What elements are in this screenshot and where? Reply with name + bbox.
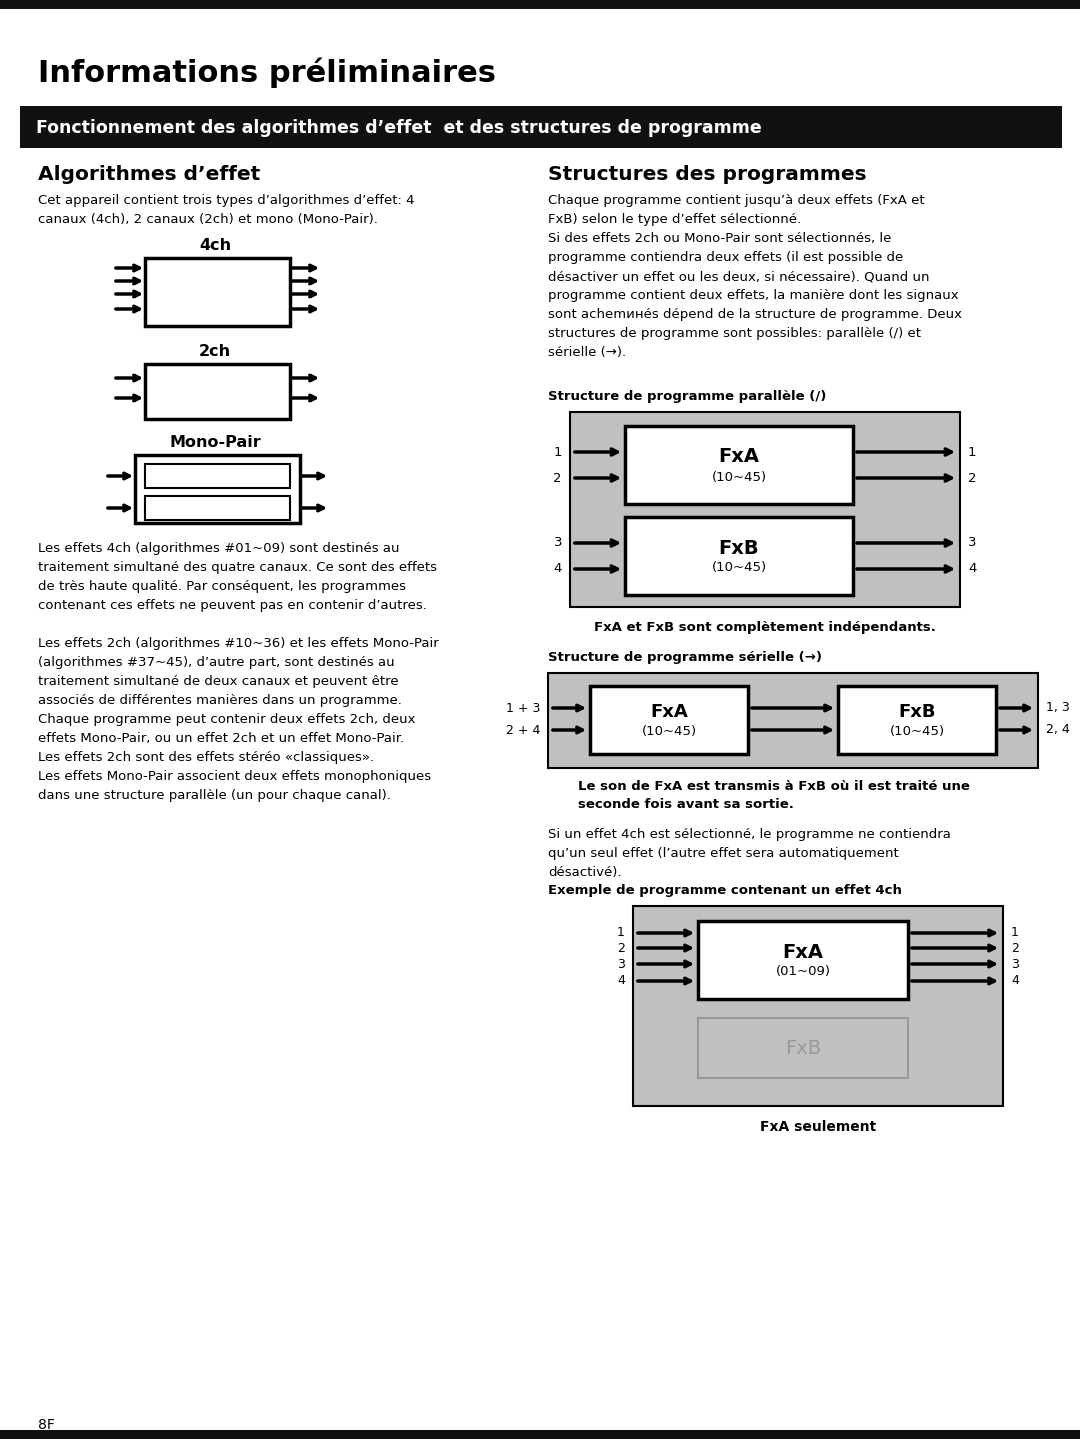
- Text: Les effets 4ch (algorithmes #01~09) sont destinés au
traitement simultané des qu: Les effets 4ch (algorithmes #01~09) sont…: [38, 543, 438, 802]
- Text: Informations préliminaires: Informations préliminaires: [38, 58, 496, 89]
- Bar: [0, 1430, 1080, 1439]
- Bar: [145, 364, 291, 419]
- Text: Structures des programmes: Structures des programmes: [548, 165, 866, 184]
- Text: 1, 3: 1, 3: [1047, 701, 1070, 715]
- Text: 4: 4: [968, 563, 976, 576]
- Text: Cet appareil contient trois types d’algorithmes d’effet: 4
canaux (4ch), 2 canau: Cet appareil contient trois types d’algo…: [38, 194, 415, 226]
- Text: 1: 1: [554, 446, 562, 459]
- Bar: [625, 517, 853, 594]
- Text: (10~45): (10~45): [712, 471, 767, 484]
- Bar: [570, 412, 960, 607]
- Text: (10~45): (10~45): [712, 561, 767, 574]
- Bar: [838, 686, 996, 754]
- Text: 2 + 4: 2 + 4: [505, 724, 540, 737]
- Bar: [633, 907, 1003, 1107]
- Text: 2, 4: 2, 4: [1047, 724, 1070, 737]
- Text: 1: 1: [1011, 927, 1018, 940]
- Bar: [625, 426, 853, 504]
- Text: 3: 3: [968, 537, 976, 550]
- Text: Structure de programme sérielle (→): Structure de programme sérielle (→): [548, 650, 822, 663]
- Bar: [21, 106, 1062, 148]
- Text: FxA et FxB sont complètement indépendants.: FxA et FxB sont complètement indépendant…: [594, 622, 936, 635]
- Bar: [548, 673, 1038, 768]
- Text: 4: 4: [617, 974, 625, 987]
- Text: (01~09): (01~09): [775, 966, 831, 979]
- Text: (10~45): (10~45): [642, 724, 697, 738]
- Text: 4: 4: [554, 563, 562, 576]
- Text: 2: 2: [554, 472, 562, 485]
- Bar: [590, 686, 748, 754]
- Text: Structure de programme parallèle (/): Structure de programme parallèle (/): [548, 390, 826, 403]
- Text: FxA seulement: FxA seulement: [760, 1120, 876, 1134]
- Text: (10~45): (10~45): [890, 724, 945, 738]
- Text: 3: 3: [617, 957, 625, 970]
- Text: Fonctionnement des algorithmes d’effet  et des structures de programme: Fonctionnement des algorithmes d’effet e…: [36, 119, 761, 137]
- Text: 1 + 3: 1 + 3: [505, 701, 540, 715]
- Text: Mono-Pair: Mono-Pair: [170, 435, 261, 450]
- Text: FxB: FxB: [718, 538, 759, 557]
- Text: 3: 3: [1011, 957, 1018, 970]
- Text: Algorithmes d’effet: Algorithmes d’effet: [38, 165, 260, 184]
- Text: Le son de FxA est transmis à FxB où il est traité une
seconde fois avant sa sort: Le son de FxA est transmis à FxB où il e…: [578, 780, 970, 812]
- Bar: [698, 921, 908, 999]
- Text: 4ch: 4ch: [199, 237, 231, 253]
- Text: 4: 4: [1011, 974, 1018, 987]
- Text: FxB: FxB: [899, 704, 935, 721]
- Bar: [145, 496, 291, 519]
- Text: 2: 2: [1011, 941, 1018, 954]
- Bar: [0, 0, 1080, 9]
- Text: FxA: FxA: [783, 943, 824, 961]
- Text: 1: 1: [968, 446, 976, 459]
- Bar: [145, 463, 291, 488]
- Text: 2: 2: [968, 472, 976, 485]
- Text: 2: 2: [617, 941, 625, 954]
- Text: FxA: FxA: [718, 448, 759, 466]
- Text: 2ch: 2ch: [199, 344, 231, 358]
- Text: FxA: FxA: [650, 704, 688, 721]
- Text: Si un effet 4ch est sélectionné, le programme ne contiendra
qu’un seul effet (l’: Si un effet 4ch est sélectionné, le prog…: [548, 827, 950, 879]
- Bar: [145, 258, 291, 327]
- Text: 3: 3: [554, 537, 562, 550]
- Text: 1: 1: [617, 927, 625, 940]
- Text: Chaque programme contient jusqu’à deux effets (FxA et
FxB) selon le type d’effet: Chaque programme contient jusqu’à deux e…: [548, 194, 962, 358]
- Text: FxB: FxB: [785, 1039, 821, 1058]
- Text: Exemple de programme contenant un effet 4ch: Exemple de programme contenant un effet …: [548, 884, 902, 896]
- Bar: [698, 1017, 908, 1078]
- Text: 8F: 8F: [38, 1417, 55, 1432]
- Bar: [135, 455, 300, 522]
